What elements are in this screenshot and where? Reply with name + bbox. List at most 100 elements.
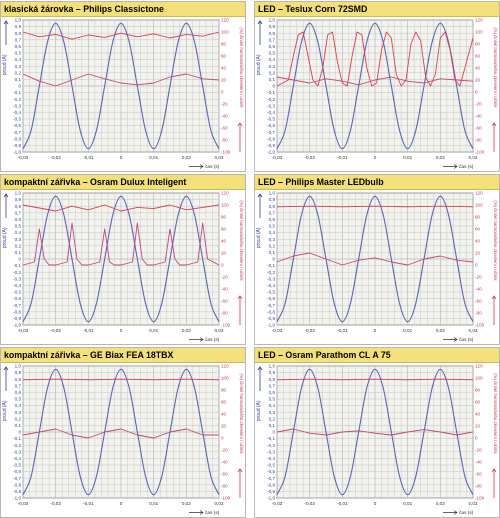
y2-tick-label: 100 xyxy=(475,376,483,381)
y-tick-label: 0,5 xyxy=(15,397,22,402)
x-tick-label: -0,03 xyxy=(18,328,29,333)
y-tick-label: 0,6 xyxy=(15,390,22,395)
y2-tick-label: -100 xyxy=(475,150,485,155)
y-tick-label: -0,4 xyxy=(13,283,21,288)
y2-tick-label: -20 xyxy=(475,275,482,280)
y-tick-label: 0,5 xyxy=(269,397,276,402)
x-tick-label: 0,01 xyxy=(403,501,412,506)
y-tick-label: 0 xyxy=(18,84,21,89)
x-tick-label: -0,01 xyxy=(83,501,94,506)
y-axis-label: proud (A) xyxy=(256,227,262,248)
y-tick-label: 0,2 xyxy=(15,416,22,421)
x-axis-label: čas (s) xyxy=(459,337,474,343)
grid xyxy=(22,365,220,499)
arrow-icon xyxy=(237,295,243,325)
y-tick-label: 0 xyxy=(272,84,275,89)
y2-tick-label: 0 xyxy=(221,263,224,268)
y-tick-label: -0,9 xyxy=(267,489,275,494)
y-axis-label: proud (A) xyxy=(256,54,262,75)
y-tick-label: -0,3 xyxy=(13,103,21,108)
y-tick-label: -0,5 xyxy=(13,463,21,468)
x-axis-label: čas (s) xyxy=(205,510,220,516)
chart-title: LED – Teslux Corn 72SMD xyxy=(255,2,499,17)
y-tick-label: -0,2 xyxy=(267,270,275,275)
y2-tick-label: -60 xyxy=(475,126,482,131)
y-tick-label: 0 xyxy=(18,430,21,435)
y2-tick-label: 0 xyxy=(221,90,224,95)
series-current-line xyxy=(276,22,474,150)
y-tick-label: 1,0 xyxy=(15,18,22,23)
y-tick-label: 0,7 xyxy=(15,383,22,388)
arrow-icon xyxy=(491,295,497,325)
y-tick-label: 0,8 xyxy=(269,31,276,36)
y-tick-label: -1,0 xyxy=(13,496,21,501)
y2-tick-label: 60 xyxy=(475,227,481,232)
grid xyxy=(276,19,474,153)
y2-tick-label: 20 xyxy=(475,78,481,83)
x-tick-label: 0,01 xyxy=(149,501,158,506)
y-tick-label: -0,6 xyxy=(13,296,21,301)
y-tick-label: 0,5 xyxy=(269,51,276,56)
x-tick-label: 0,03 xyxy=(215,155,224,160)
series-pf-line xyxy=(276,205,474,208)
y2-tick-label: 20 xyxy=(221,78,227,83)
arrow-icon xyxy=(443,510,458,515)
grid xyxy=(276,192,474,326)
y2-tick-label: 40 xyxy=(475,66,481,71)
y-tick-label: -0,2 xyxy=(13,97,21,102)
y-tick-label: 1,0 xyxy=(15,364,22,369)
y2-tick-label: 80 xyxy=(475,215,481,220)
y-tick-label: -0,1 xyxy=(267,90,275,95)
series-thd-line xyxy=(276,428,474,436)
y-tick-label: 0 xyxy=(272,430,275,435)
y-tick-label: -0,3 xyxy=(267,449,275,454)
x-tick-label: 0,02 xyxy=(182,328,191,333)
x-tick-label: -0,01 xyxy=(83,155,94,160)
chart-title: LED – Philips Master LEDbulb xyxy=(255,175,499,190)
y2-tick-label: -80 xyxy=(475,484,482,489)
y2-tick-label: -40 xyxy=(221,114,228,119)
y-tick-label: 0,1 xyxy=(269,423,276,428)
chart-panel: kompaktní zářivka – GE Biax FEA 18TBX -1,… xyxy=(0,347,246,518)
arrow-icon xyxy=(443,337,458,342)
y-tick-label: 0,9 xyxy=(15,197,22,202)
chart-svg: -1,0 -0,9 -0,8-0,7 -0,6-0,5 -0,4 -0,3-0,2 -0,1… xyxy=(256,364,498,516)
y2-tick-label: -20 xyxy=(221,102,228,107)
y-tick-label: -0,7 xyxy=(267,476,275,481)
y-tick-label: -0,2 xyxy=(267,97,275,102)
y2-tick-label: 60 xyxy=(475,400,481,405)
y-tick-label: -0,9 xyxy=(267,143,275,148)
y-tick-label: 0,4 xyxy=(269,230,276,235)
arrow-icon xyxy=(257,20,263,45)
y-tick-label: -0,2 xyxy=(267,443,275,448)
x-tick-label: 0,03 xyxy=(469,328,478,333)
x-tick-label: 0,02 xyxy=(436,328,445,333)
x-tick-label: 0,02 xyxy=(182,155,191,160)
x-axis-label: čas (s) xyxy=(459,510,474,516)
y-tick-label: 0,8 xyxy=(15,31,22,36)
x-tick-label: -0,03 xyxy=(272,155,283,160)
y-tick-label: -0,4 xyxy=(267,456,275,461)
y-tick-label: 0,3 xyxy=(15,64,22,69)
y-tick-label: 1,0 xyxy=(15,191,22,196)
y2-tick-label: 40 xyxy=(221,239,227,244)
y2-tick-label: 100 xyxy=(475,30,483,35)
y-tick-label: 0,2 xyxy=(15,70,22,75)
y2-tick-label: -20 xyxy=(475,448,482,453)
y2-tick-label: 20 xyxy=(221,424,227,429)
x-tick-label: 0,01 xyxy=(149,328,158,333)
y-tick-label: 0,1 xyxy=(269,77,276,82)
arrow-icon xyxy=(189,510,204,515)
y2-axis-label: (%) činitel harmonického zkreslení / úči… xyxy=(239,27,244,108)
y-tick-label: 0,9 xyxy=(15,370,22,375)
y-tick-label: 0,8 xyxy=(15,377,22,382)
x-tick-label: 0 xyxy=(374,155,377,160)
y-tick-label: -0,4 xyxy=(13,110,21,115)
y-tick-label: -0,7 xyxy=(267,303,275,308)
chart-svg: -1,0 -0,9 -0,8-0,7 -0,6-0,5 -0,4 -0,3-0,2 -0,1… xyxy=(2,364,244,516)
y-tick-label: -0,8 xyxy=(13,136,21,141)
arrow-icon xyxy=(491,122,497,152)
y-tick-label: 0,5 xyxy=(269,224,276,229)
x-tick-label: -0,01 xyxy=(337,501,348,506)
y-tick-label: 0,5 xyxy=(15,224,22,229)
